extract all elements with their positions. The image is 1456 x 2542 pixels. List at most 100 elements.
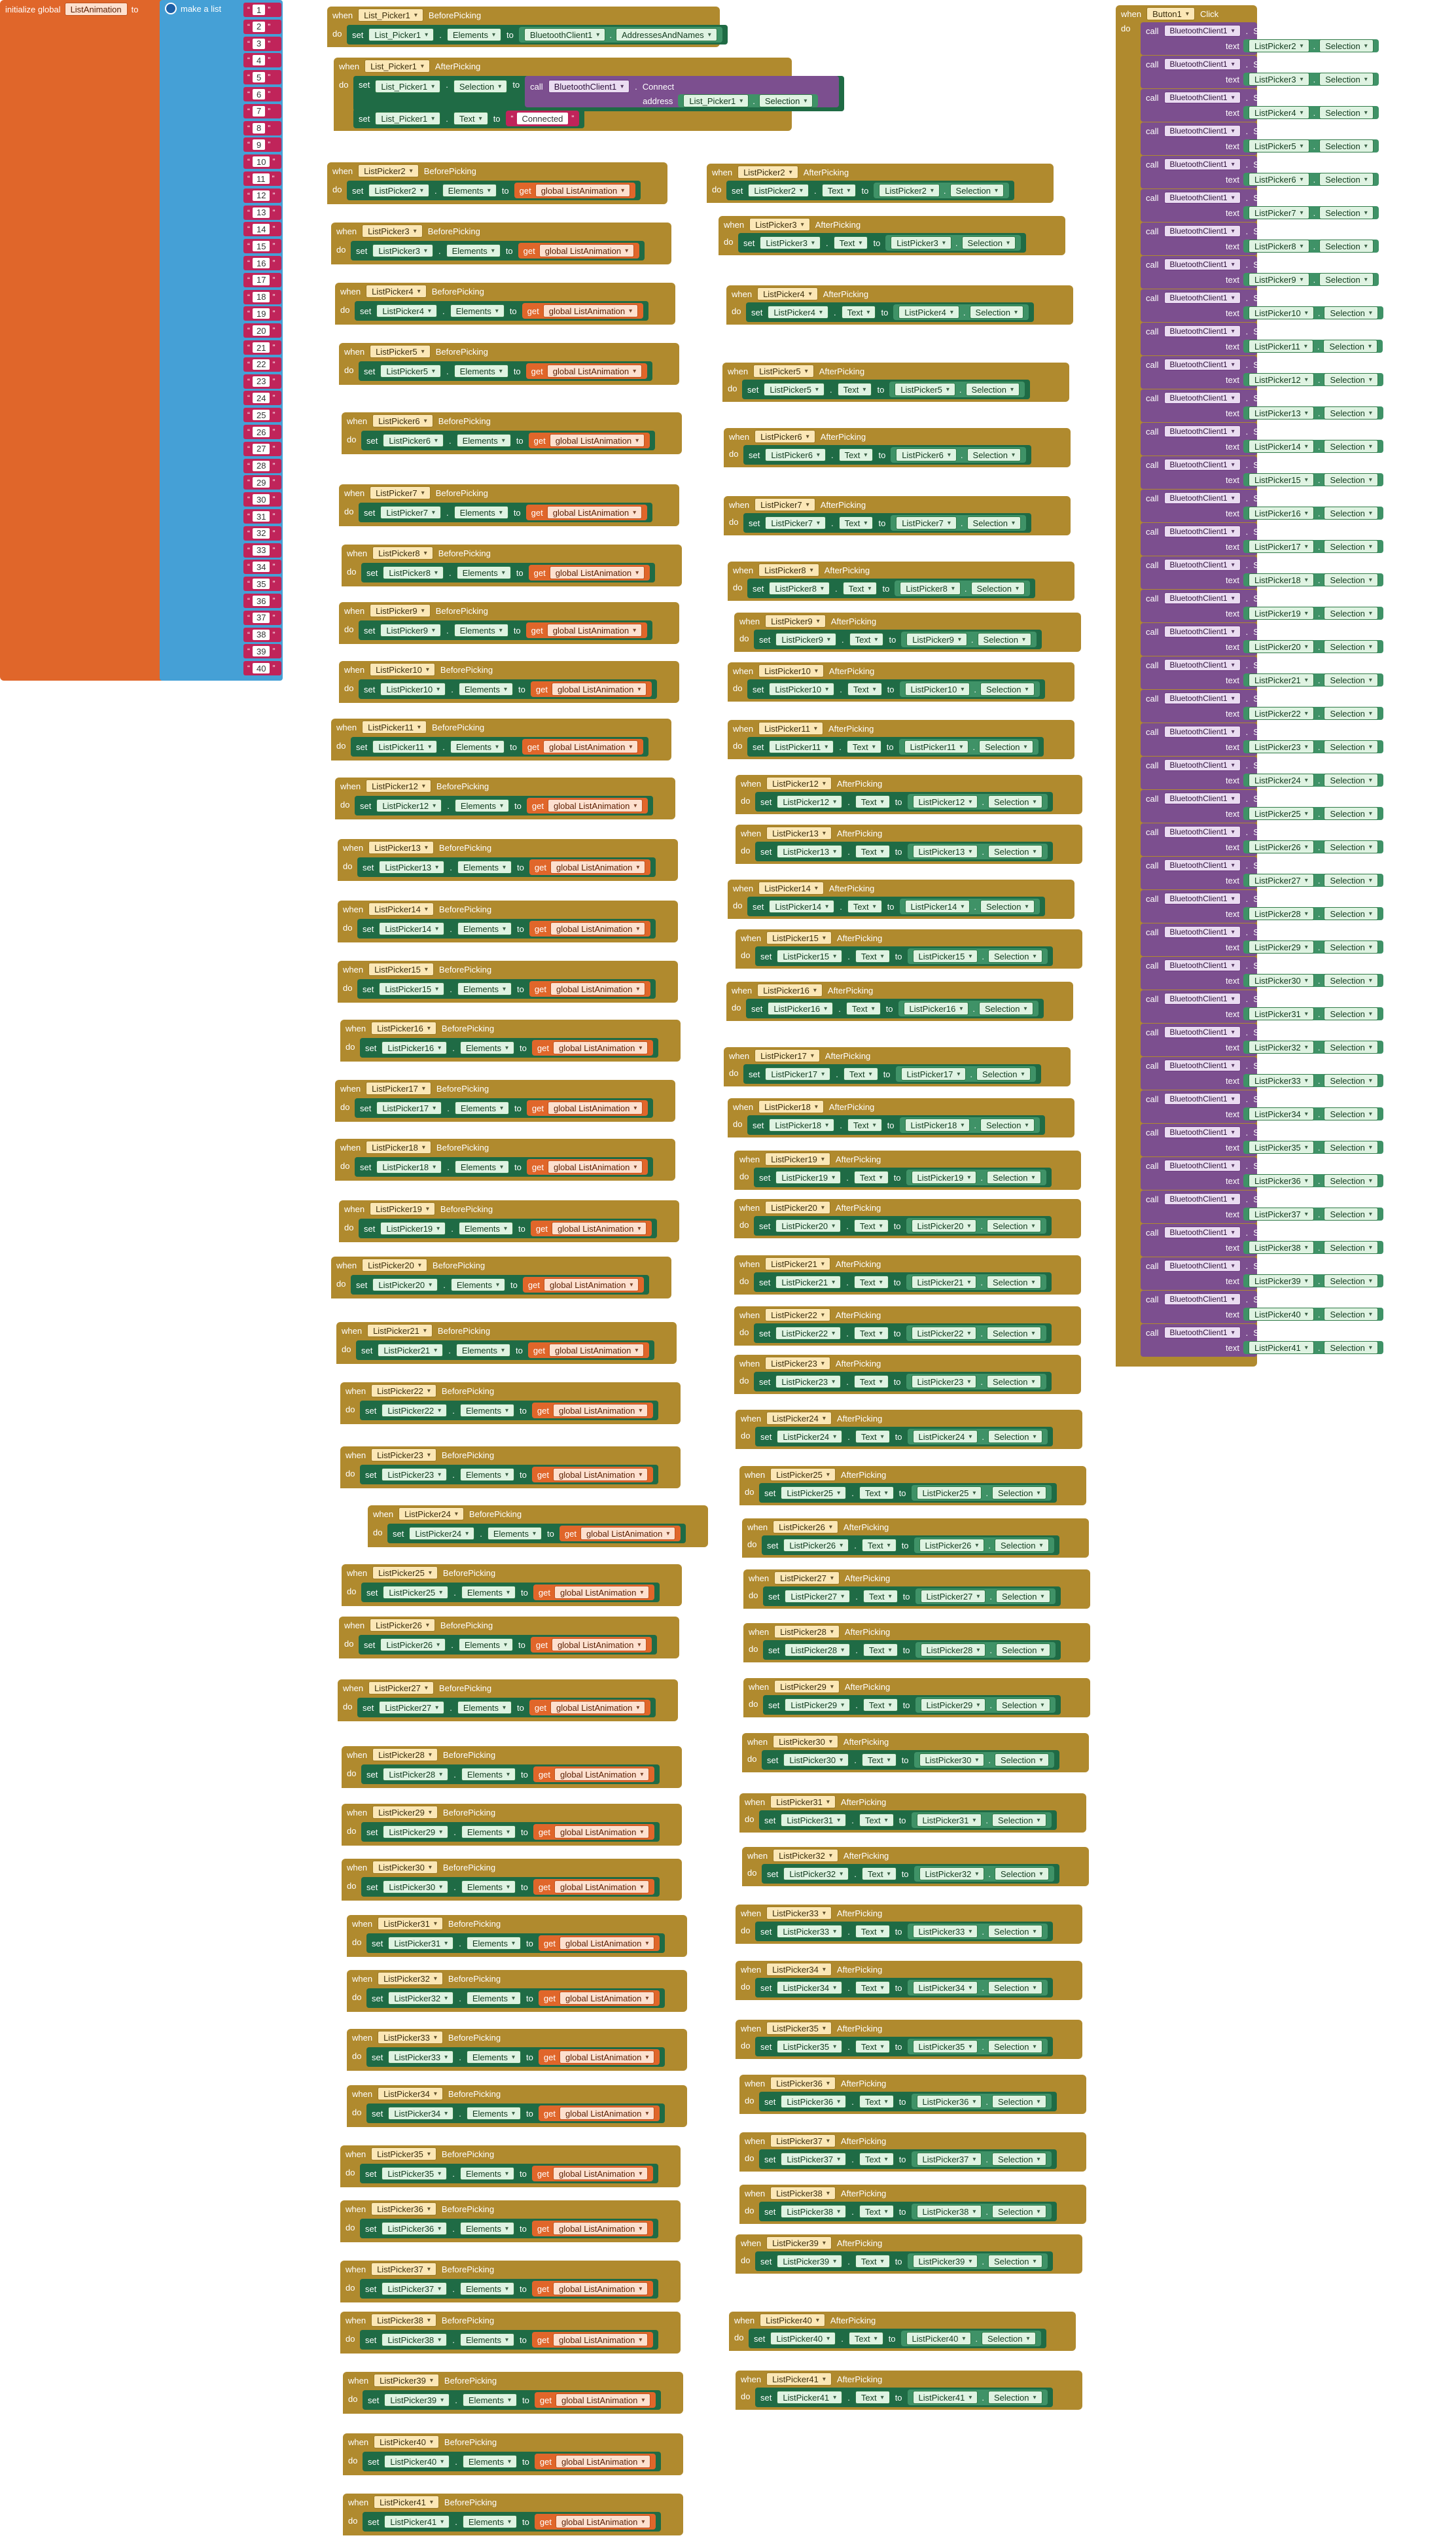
setter-property[interactable]: Selection ▾ [453,80,508,93]
setter-component[interactable]: ListPicker23 ▾ [382,1468,448,1481]
list-item-number[interactable]: “11” [243,171,281,186]
getter-component[interactable]: ListPicker2 ▾ [879,184,940,197]
setter-component[interactable]: ListPicker35 ▾ [777,2040,843,2053]
get-global-block[interactable]: get global ListAnimation ▾ [522,1277,645,1293]
list-item-value[interactable]: 18 [252,291,271,303]
setter-block[interactable]: set ListPicker23 ▾. Elements ▾ to get global Li… [360,1465,659,1484]
component-dropdown[interactable]: ListPicker12 ▾ [366,779,431,793]
component-dropdown[interactable]: ListPicker25 ▾ [770,1468,836,1481]
setter-property[interactable]: Elements ▾ [462,2455,518,2468]
selection-getter[interactable]: ListPicker12 ▾. Selection ▾ [1243,373,1383,386]
list-item-number[interactable]: “7” [243,103,281,118]
getter-component[interactable]: ListPicker24 ▾ [1248,774,1314,787]
list-item-number[interactable]: “10” [243,154,281,170]
selection-getter[interactable]: ListPicker38 ▾. Selection ▾ [911,2204,1052,2219]
getter-component[interactable]: ListPicker9 ▾ [906,633,967,646]
before-picking-block[interactable]: when ListPicker37 ▾ BeforePicking do set ListP… [340,2261,681,2302]
setter-block[interactable]: set ListPicker10 ▾. Text ▾ to ListPicker10 ▾. Se… [747,679,1045,699]
global-variable-dropdown[interactable]: global ListAnimation ▾ [552,1041,648,1054]
call-component[interactable]: BluetoothClient1 ▾ [1163,1226,1241,1238]
get-global-block[interactable]: get global ListAnimation ▾ [529,921,651,937]
list-item-number[interactable]: “1” [243,3,281,17]
component-dropdown[interactable]: ListPicker33 ▾ [378,2031,443,2044]
before-picking-block[interactable]: when ListPicker26 ▾ BeforePicking do set ListP… [339,1617,679,1658]
selection-getter[interactable]: ListPicker27 ▾. Selection ▾ [915,1588,1056,1604]
component-dropdown[interactable]: List_Picker1 ▾ [358,9,423,22]
selection-getter[interactable]: ListPicker23 ▾. Selection ▾ [906,1374,1046,1389]
component-dropdown[interactable]: ListPicker19 ▾ [370,1202,435,1215]
getter-component[interactable]: ListPicker26 ▾ [919,1539,985,1552]
call-component[interactable]: BluetoothClient1 ▾ [1163,1193,1241,1205]
selection-getter[interactable]: ListPicker20 ▾. Selection ▾ [1243,640,1383,653]
setter-property[interactable]: Elements ▾ [459,2333,515,2346]
selection-getter[interactable]: ListPicker33 ▾. Selection ▾ [1243,1074,1383,1087]
getter-property[interactable]: Selection ▾ [992,2095,1046,2108]
setter-component[interactable]: ListPicker30 ▾ [783,1753,849,1766]
selection-getter[interactable]: ListPicker27 ▾. Selection ▾ [1243,874,1383,887]
after-picking-block[interactable]: when ListPicker30 ▾ AfterPicking do set ListPi… [742,1733,1089,1772]
getter-property[interactable]: Selection ▾ [1319,139,1374,152]
setter-property[interactable]: Elements ▾ [453,624,508,637]
getter-component[interactable]: ListPicker29 ▾ [920,1698,986,1711]
setter-property[interactable]: Elements ▾ [456,566,511,579]
call-component[interactable]: BluetoothClient1 ▾ [1163,959,1241,971]
sendtext-call[interactable]: call BluetoothClient1 ▾. SendText text ListPi… [1141,723,1383,756]
sendtext-call[interactable]: call BluetoothClient1 ▾. SendText text ListPi… [1141,1291,1383,1323]
component-dropdown[interactable]: ListPicker15 ▾ [766,931,832,944]
setter-property[interactable]: Elements ▾ [459,2167,515,2180]
get-global-block[interactable]: get global ListAnimation ▾ [533,1879,655,1895]
getter-property[interactable]: Selection ▾ [970,582,1025,595]
list-item-number[interactable]: “25” [243,408,281,423]
selection-getter[interactable]: ListPicker32 ▾. Selection ▾ [914,1866,1054,1882]
get-global-block[interactable]: get global ListAnimation ▾ [531,2281,654,2297]
global-variable-dropdown[interactable]: global ListAnimation ▾ [552,2167,648,2180]
setter-block[interactable]: set ListPicker3 ▾. Elements ▾ to get global Lis… [351,241,645,260]
list-item-number[interactable]: “20” [243,323,281,338]
after-picking-block[interactable]: when ListPicker24 ▾ AfterPicking do set ListPi… [736,1410,1082,1449]
setter-property[interactable]: Text ▾ [855,1981,890,1994]
setter-block[interactable]: set ListPicker14 ▾. Text ▾ to ListPicker14 ▾. Se… [747,897,1045,916]
before-picking-block[interactable]: when ListPicker40 ▾ BeforePicking do set ListP… [343,2433,683,2475]
call-component[interactable]: BluetoothClient1 ▾ [1163,926,1241,938]
setter-component[interactable]: List_Picker1 ▾ [368,28,435,41]
before-picking-block[interactable]: when ListPicker22 ▾ BeforePicking do set ListP… [340,1382,681,1424]
getter-component[interactable]: ListPicker16 ▾ [903,1002,969,1015]
setter-property[interactable]: Text ▾ [859,2095,894,2108]
selection-getter[interactable]: ListPicker40 ▾. Selection ▾ [900,2331,1041,2346]
selection-getter[interactable]: ListPicker24 ▾. Selection ▾ [907,1429,1048,1444]
setter-property[interactable]: Elements ▾ [457,861,512,874]
setter-block[interactable]: set ListPicker40 ▾. Text ▾ to ListPicker40 ▾. Se… [749,2329,1046,2348]
setter-component[interactable]: ListPicker32 ▾ [783,1867,849,1880]
getter-component[interactable]: ListPicker16 ▾ [1248,507,1314,520]
component-dropdown[interactable]: ListPicker22 ▾ [371,1384,436,1397]
getter-component[interactable]: ListPicker34 ▾ [912,1981,978,1994]
setter-component[interactable]: ListPicker34 ▾ [388,2107,454,2120]
setter-property[interactable]: Elements ▾ [453,365,508,378]
sendtext-call[interactable]: call BluetoothClient1 ▾. SendText text ListPi… [1141,156,1379,188]
address-component[interactable]: List_Picker1 ▾ [683,94,749,107]
get-global-block[interactable]: get global ListAnimation ▾ [514,183,636,198]
setter-component[interactable]: ListPicker8 ▾ [769,582,830,595]
list-item-number[interactable]: “3” [243,36,281,51]
list-item-value[interactable]: 4 [252,54,266,67]
sendtext-call[interactable]: call BluetoothClient1 ▾. SendText text ListPi… [1141,823,1383,856]
setter-block[interactable]: set ListPicker31 ▾. Elements ▾ to get global Li… [366,1933,666,1953]
setter-component[interactable]: ListPicker36 ▾ [382,2222,448,2235]
setter-block[interactable]: set ListPicker34 ▾. Elements ▾ to get global Li… [366,2103,666,2123]
component-dropdown[interactable]: ListPicker5 ▾ [370,345,431,358]
before-picking-block[interactable]: when ListPicker30 ▾ BeforePicking do set ListP… [342,1859,682,1901]
list-item-value[interactable]: 14 [252,223,271,236]
selection-getter[interactable]: ListPicker17 ▾. Selection ▾ [895,1066,1036,1082]
getter-property[interactable]: Selection ▾ [996,1590,1050,1603]
after-picking-block[interactable]: when ListPicker40 ▾ AfterPicking do set ListPi… [729,2312,1076,2351]
get-global-block[interactable]: get global ListAnimation ▾ [533,1584,655,1600]
setter-component[interactable]: ListPicker36 ▾ [781,2095,847,2108]
component-dropdown[interactable]: ListPicker23 ▾ [765,1357,830,1370]
setter-block[interactable]: set ListPicker35 ▾. Text ▾ to ListPicker35 ▾. Se… [755,2037,1053,2056]
global-variable-dropdown[interactable]: global ListAnimation ▾ [552,2282,648,2295]
component-dropdown[interactable]: ListPicker25 ▾ [372,1566,438,1579]
list-item-value[interactable]: 17 [252,274,271,286]
selection-getter[interactable]: ListPicker4 ▾. Selection ▾ [1243,106,1379,119]
setter-component[interactable]: ListPicker24 ▾ [409,1527,475,1540]
list-item-number[interactable]: “22” [243,357,281,372]
